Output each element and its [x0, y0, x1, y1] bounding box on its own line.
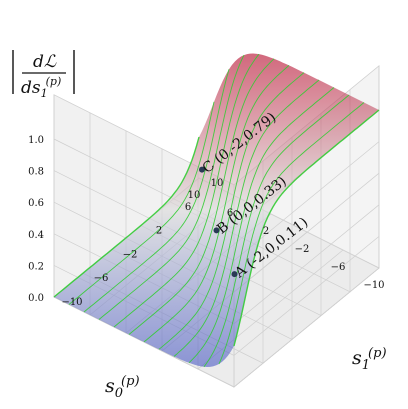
x-axis-label: s0(p) — [105, 374, 140, 401]
point-marker — [213, 227, 220, 234]
y-tick-label: 6 — [185, 202, 191, 213]
x-tick-label: 2 — [263, 226, 269, 237]
contour-line — [98, 54, 245, 320]
point-marker — [231, 271, 238, 278]
y-tick-label: −10 — [61, 297, 82, 308]
contour-lines — [53, 53, 380, 368]
z-tick-label: 0.8 — [28, 167, 44, 178]
y-tick-label: 2 — [156, 226, 162, 237]
surface-fill — [54, 53, 379, 367]
x-tick-label: 6 — [227, 208, 233, 219]
x-tick-label: −2 — [295, 244, 310, 255]
z-tick-label: 0.2 — [28, 261, 44, 272]
x-tick-label: −6 — [331, 262, 346, 273]
z-tick-label: 0.0 — [28, 293, 44, 304]
y-tick-label: −6 — [94, 273, 109, 284]
surface — [54, 53, 379, 367]
contour-line — [188, 87, 335, 364]
z-tick-label: 0.6 — [28, 198, 44, 209]
contour-line — [158, 72, 305, 350]
contour-line — [68, 101, 215, 305]
svg-text:dℒ: dℒ — [33, 52, 57, 72]
y-tick-label: −2 — [123, 249, 138, 260]
contour-line — [173, 79, 320, 357]
z-axis-label: dℒ ds1(p) — [12, 50, 75, 100]
contour-line — [233, 109, 380, 347]
contour-line — [218, 102, 365, 365]
contour-line — [53, 136, 200, 298]
contour-line — [203, 94, 350, 368]
y-tick-label: 10 — [211, 178, 224, 189]
point-marker — [199, 166, 205, 173]
z-tick-label: 0.4 — [28, 230, 44, 241]
z-tick-label: 1.0 — [28, 135, 44, 146]
contour-line — [143, 65, 290, 343]
contour-line — [113, 53, 260, 328]
x-tick-label: −10 — [363, 280, 384, 291]
y-axis-label: s1(p) — [352, 346, 387, 373]
x-tick-label: 10 — [188, 190, 201, 201]
contour-line — [83, 69, 230, 313]
contour-line — [128, 58, 275, 335]
